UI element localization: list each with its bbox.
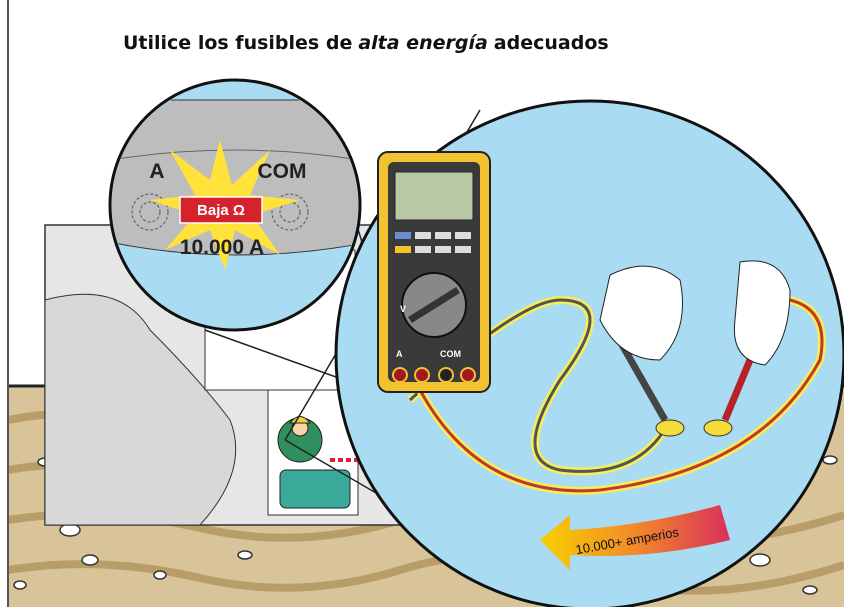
title: Utilice los fusibles de alta energía adecu… <box>123 32 609 54</box>
warning-text: Baja Ω <box>197 202 245 219</box>
title-part: adecuados <box>494 32 609 54</box>
page: 10.000+ amperios V A COM Baja <box>0 0 844 607</box>
jack-com-label: COM <box>258 160 307 183</box>
jack-a-label: A <box>149 160 164 183</box>
current-rating: 10.000 A <box>180 236 264 259</box>
multimeter: V A COM <box>378 152 490 392</box>
meter-com-label: COM <box>440 349 461 359</box>
terminal <box>704 420 732 436</box>
title-part: Utilice los fusibles de <box>123 32 352 54</box>
illustration: 10.000+ amperios V A COM Baja <box>0 0 844 607</box>
meter-v-label: V <box>400 304 406 314</box>
title-emphasis: alta energía <box>358 32 487 54</box>
meter-a-label: A <box>396 349 403 359</box>
terminal <box>656 420 684 436</box>
